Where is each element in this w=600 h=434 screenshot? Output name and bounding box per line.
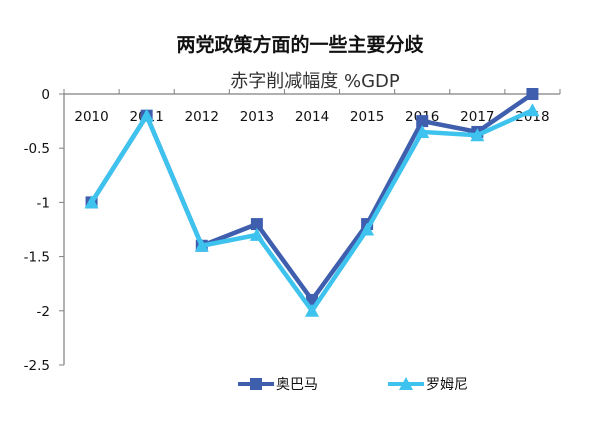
legend-label: 罗姆尼 — [426, 377, 468, 393]
chart-subtitle: 赤字削减幅度 %GDP — [230, 71, 400, 92]
y-tick-label: -1 — [37, 195, 50, 211]
x-tick-label: 2010 — [74, 109, 108, 125]
x-tick-label: 2017 — [460, 109, 494, 125]
triangle-marker-icon — [249, 227, 264, 241]
triangle-marker-icon — [305, 303, 319, 317]
x-tick-label: 2015 — [350, 109, 384, 125]
triangle-marker-icon — [360, 222, 375, 236]
legend: 奥巴马 罗姆尼 — [238, 376, 468, 393]
y-tick-label: -2.5 — [24, 358, 50, 374]
x-tick-label: 2013 — [240, 109, 274, 125]
x-tick-label: 2012 — [185, 109, 219, 125]
axes: 0-0.5-1-1.5-2-2.520102011201220132014201… — [24, 87, 561, 374]
x-tick-label: 2014 — [295, 109, 329, 125]
triangle-marker-icon — [525, 103, 540, 117]
triangle-marker-icon — [399, 377, 413, 390]
triangle-marker-icon — [470, 128, 485, 142]
series-line — [89, 108, 534, 314]
y-tick-label: -1.5 — [24, 250, 50, 266]
chart-title: 两党政策方面的一些主要分歧 — [176, 34, 424, 56]
square-marker-icon — [526, 88, 539, 100]
series-1 — [84, 103, 540, 317]
triangle-marker-icon — [84, 195, 99, 209]
triangle-marker-icon — [139, 108, 154, 122]
legend-item-1: 罗姆尼 — [388, 377, 468, 393]
legend-item-0: 奥巴马 — [238, 376, 318, 393]
square-marker-icon — [416, 115, 429, 128]
triangle-marker-icon — [415, 124, 430, 138]
y-tick-label: 0 — [41, 87, 50, 103]
square-marker-icon — [250, 218, 263, 231]
legend-label: 奥巴马 — [276, 376, 318, 393]
square-marker-icon — [250, 378, 262, 390]
y-tick-label: -2 — [37, 304, 50, 320]
y-tick-label: -0.5 — [24, 141, 50, 157]
triangle-marker-icon — [194, 238, 209, 252]
series-layer — [84, 88, 540, 317]
